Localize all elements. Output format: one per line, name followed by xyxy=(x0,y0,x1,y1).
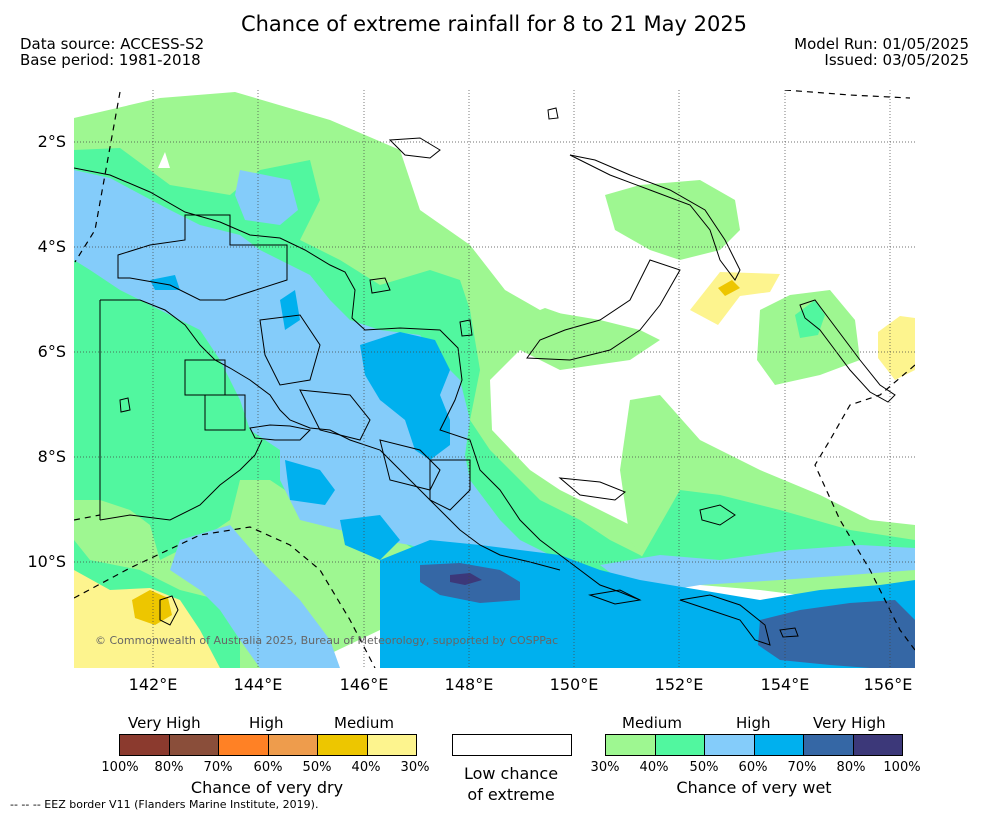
model-run-label: Model Run: 01/05/2025 xyxy=(794,35,969,53)
wet-swatch xyxy=(654,734,705,756)
coastline-outlines xyxy=(74,107,896,646)
lon-label-142e: 142°E xyxy=(128,675,178,694)
wet-heading-high: High xyxy=(736,714,771,732)
dry-heading-medium: Medium xyxy=(334,714,394,732)
dry-swatch xyxy=(267,734,318,756)
dry-caption: Chance of very dry xyxy=(190,778,344,797)
dry-medium-high-region xyxy=(132,280,740,625)
low-chance-caption-line1: Low chance xyxy=(463,764,559,783)
lat-label-6s: 6°S xyxy=(37,342,66,361)
lon-label-146e: 146°E xyxy=(339,675,389,694)
lat-label-8s: 8°S xyxy=(37,447,66,466)
dry-heading-high: High xyxy=(249,714,284,732)
dry-swatch xyxy=(366,734,417,756)
wet-swatch xyxy=(852,734,903,756)
wet-very-high-region xyxy=(420,563,915,668)
base-period-label: Base period: 1981-2018 xyxy=(20,51,201,69)
dry-pct-label: 100% xyxy=(101,760,139,775)
map-plot-area xyxy=(74,90,915,668)
dry-pct-label: 80% xyxy=(154,760,184,775)
lon-label-154e: 154°E xyxy=(760,675,810,694)
low-chance-swatch xyxy=(452,734,572,756)
lon-label-156e: 156°E xyxy=(863,675,913,694)
dry-pct-label: 60% xyxy=(253,760,283,775)
dry-pct-label: 50% xyxy=(302,760,332,775)
dry-heading-very-high: Very High xyxy=(128,714,201,732)
dry-swatch xyxy=(317,734,368,756)
wet-pct-label: 100% xyxy=(883,760,921,775)
dry-pct-label: 70% xyxy=(203,760,233,775)
wet-heading-very-high: Very High xyxy=(813,714,886,732)
wet-swatch xyxy=(753,734,804,756)
wet-swatch xyxy=(605,734,656,756)
wet-caption: Chance of very wet xyxy=(676,778,832,797)
issued-label: Issued: 03/05/2025 xyxy=(824,51,969,69)
dry-swatch xyxy=(168,734,219,756)
dry-pct-label: 40% xyxy=(351,760,381,775)
data-source-label: Data source: ACCESS-S2 xyxy=(20,35,205,53)
dry-pct-label: 30% xyxy=(400,760,430,775)
eez-footnote: -- -- -- EEZ border V11 (Flanders Marine… xyxy=(10,798,319,811)
wet-pct-label: 30% xyxy=(590,760,620,775)
wet-extreme-region xyxy=(450,573,482,585)
wet-pct-label: 50% xyxy=(689,760,719,775)
graticule xyxy=(74,90,915,668)
lon-label-144e: 144°E xyxy=(233,675,283,694)
lon-label-148e: 148°E xyxy=(444,675,494,694)
map-title: Chance of extreme rainfall for 8 to 21 M… xyxy=(240,12,748,36)
wet-heading-medium: Medium xyxy=(622,714,682,732)
wet-pct-label: 60% xyxy=(738,760,768,775)
copyright-notice: © Commonwealth of Australia 2025, Bureau… xyxy=(95,634,559,647)
wet-pct-label: 40% xyxy=(639,760,669,775)
lon-label-150e: 150°E xyxy=(549,675,599,694)
wet-swatch xyxy=(803,734,854,756)
lat-label-10s: 10°S xyxy=(27,552,66,571)
lat-label-2s: 2°S xyxy=(37,132,66,151)
low-chance-caption-line2: of extreme xyxy=(467,785,555,804)
dry-swatch xyxy=(218,734,269,756)
wet-pct-label: 80% xyxy=(836,760,866,775)
wet-swatch xyxy=(704,734,755,756)
lon-label-152e: 152°E xyxy=(654,675,704,694)
lat-label-4s: 4°S xyxy=(37,237,66,256)
wet-pct-label: 70% xyxy=(787,760,817,775)
dry-swatch xyxy=(119,734,170,756)
